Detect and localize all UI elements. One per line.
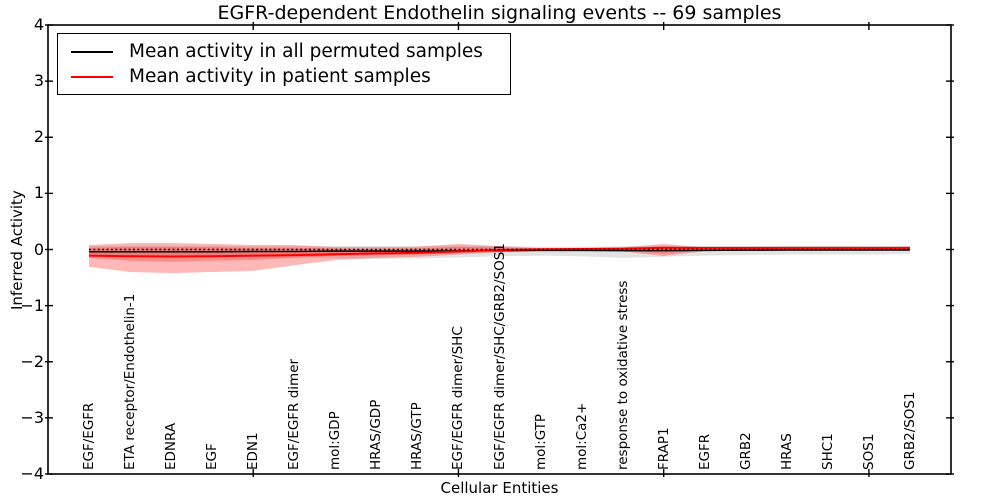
x-tick-label: EGF/EGFR dimer/SHC xyxy=(450,326,467,470)
y-tick-label: 1 xyxy=(33,183,44,203)
y-tick-label: −4 xyxy=(20,464,44,483)
x-tick-label: mol:GDP xyxy=(327,411,344,470)
x-tick-label: mol:Ca2+ xyxy=(573,402,590,470)
legend-item-patient: Mean activity in patient samples xyxy=(58,66,510,87)
y-tick-label: −1 xyxy=(20,295,44,315)
legend-label-permuted: Mean activity in all permuted samples xyxy=(129,41,483,62)
x-tick-label: SOS1 xyxy=(860,433,877,470)
x-tick-label: ETA receptor/Endothelin-1 xyxy=(122,293,139,470)
legend-line-patient-icon xyxy=(71,75,113,78)
x-axis-label: Cellular Entities xyxy=(440,479,559,497)
x-tick-label: SHC1 xyxy=(819,433,836,470)
figure-title: EGFR-dependent Endothelin signaling even… xyxy=(217,2,782,24)
x-tick-label: EDNRA xyxy=(163,422,180,470)
x-tick-label: response to oxidative stress xyxy=(614,280,631,470)
x-tick-label: EGF xyxy=(204,443,221,470)
y-tick-label: 0 xyxy=(33,239,44,259)
x-tick-label: HRAS xyxy=(778,433,795,470)
x-tick-label: EGF/EGFR dimer/SHC/GRB2/SOS1 xyxy=(491,243,508,470)
y-tick-label: 3 xyxy=(33,71,44,91)
x-tick-label: GRB2/SOS1 xyxy=(901,391,918,470)
y-tick-label: −2 xyxy=(20,351,44,371)
legend-item-permuted: Mean activity in all permuted samples xyxy=(58,41,510,62)
x-tick-label: EDN1 xyxy=(245,432,262,470)
x-tick-label: HRAS/GTP xyxy=(409,402,426,470)
x-tick-label: FRAP1 xyxy=(655,427,672,470)
legend-label-patient: Mean activity in patient samples xyxy=(129,66,431,87)
x-tick-label: mol:GTP xyxy=(532,413,549,470)
y-tick-label: −3 xyxy=(20,407,44,427)
x-tick-label: EGFR xyxy=(696,433,713,470)
x-tick-label: GRB2 xyxy=(737,432,754,470)
y-tick-label: 4 xyxy=(33,15,44,34)
legend: Mean activity in all permuted samples Me… xyxy=(57,33,511,95)
y-tick-label: 2 xyxy=(33,127,44,147)
x-tick-label: EGF/EGFR xyxy=(81,402,98,470)
legend-line-permuted-icon xyxy=(71,50,113,53)
x-tick-label: HRAS/GDP xyxy=(368,399,385,470)
x-tick-label: EGF/EGFR dimer xyxy=(286,358,303,470)
